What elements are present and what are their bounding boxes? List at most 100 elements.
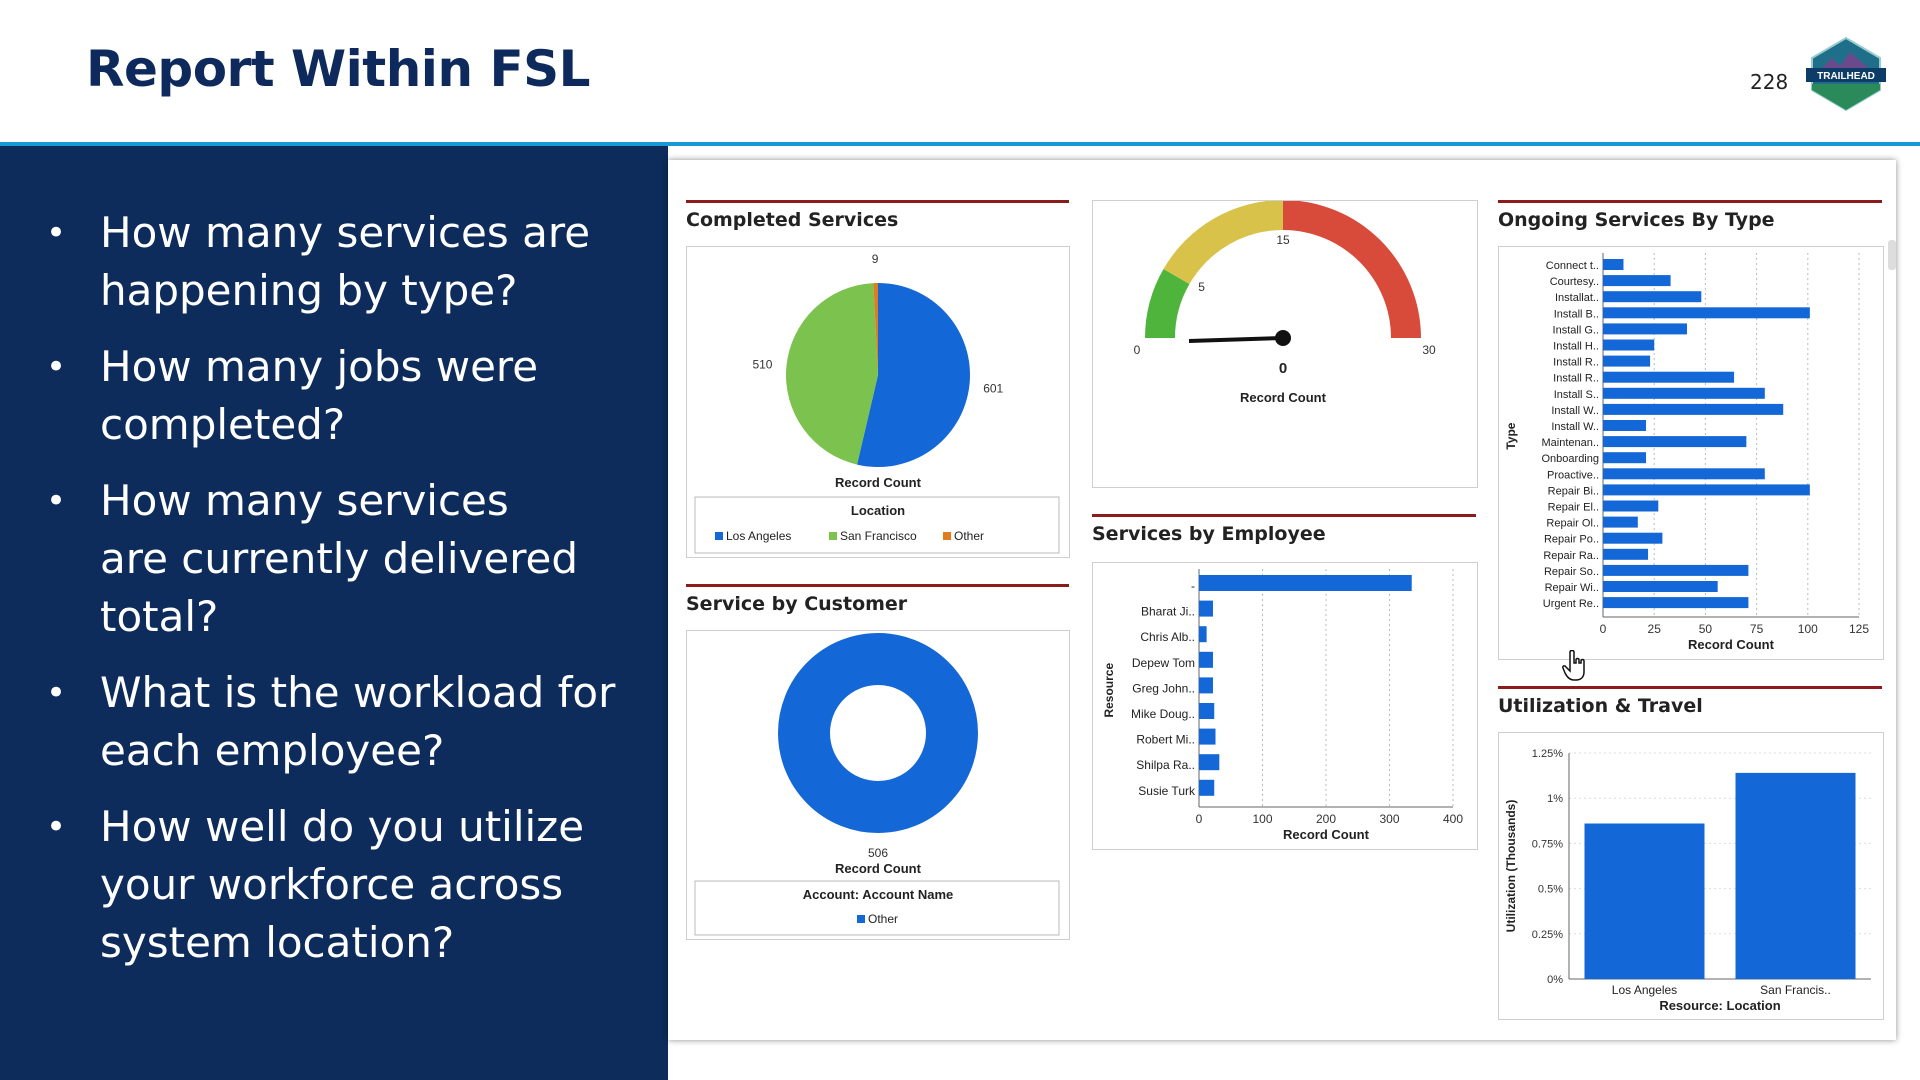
- y-tick-label: Repair Po..: [1544, 534, 1599, 546]
- completed-services-header: Completed Services: [686, 200, 1069, 231]
- bar: [1603, 564, 1749, 576]
- bar: [1603, 275, 1671, 287]
- question-item: • How many services are happening by type?: [40, 204, 650, 320]
- bar: [1584, 823, 1705, 979]
- donut-data-label: 506: [868, 846, 888, 860]
- y-tick-label: Courtesy..: [1550, 276, 1599, 288]
- x-tick-label: 50: [1699, 622, 1713, 636]
- x-tick-label: 75: [1750, 622, 1764, 636]
- title-divider: [0, 142, 1920, 146]
- employee-bar-chart: 0 100 200 300 400 - Bharat Ji.. Chris Alb.. Depe…: [1102, 569, 1463, 842]
- gauge-svg: 0 5 15 30 0 Record Count: [1134, 200, 1436, 405]
- x-tick-label: 125: [1849, 622, 1869, 636]
- y-tick-label: Susie Turk: [1138, 784, 1196, 798]
- y-tick-label: Install W..: [1551, 405, 1599, 417]
- bar: [1603, 484, 1810, 496]
- bullet-dot: •: [46, 347, 67, 387]
- pie-slice: [786, 283, 878, 465]
- pie-data-label: 510: [752, 358, 772, 372]
- donut-ring: [778, 633, 978, 833]
- x-axis-label: Resource: Location: [1659, 998, 1780, 1013]
- y-tick-label: Installat..: [1555, 292, 1599, 304]
- y-tick-label: Install W..: [1551, 421, 1599, 433]
- bar: [1603, 291, 1702, 303]
- y-tick-label: Repair Ol..: [1546, 518, 1599, 530]
- gauge-chart[interactable]: 0 5 15 30 0 Record Count: [1092, 200, 1478, 488]
- bar: [1603, 581, 1718, 592]
- x-tick-label: 25: [1648, 622, 1662, 636]
- x-tick-label: Los Angeles: [1612, 983, 1677, 997]
- bar: [1603, 307, 1810, 319]
- logo-text: TRAILHEAD: [1817, 71, 1875, 82]
- y-tick-label: Install G..: [1553, 324, 1599, 336]
- bar: [1603, 371, 1735, 383]
- services-by-employee-chart[interactable]: 0 100 200 300 400 - Bharat Ji.. Chris Alb.. Depe…: [1092, 562, 1478, 850]
- gauge-band: [1283, 200, 1421, 338]
- pie-legend-box: [694, 496, 1060, 554]
- service-by-customer-header: Service by Customer: [686, 584, 1069, 615]
- y-tick-label: Install R..: [1553, 373, 1599, 385]
- gauge-hub: [1275, 330, 1291, 346]
- ongoing-bar-chart: 0 25 50 75 100 125 Connect t.. Courtesy.. Instal…: [1504, 253, 1869, 652]
- bullet-dot: •: [46, 807, 67, 847]
- question-line: How many services: [100, 476, 509, 525]
- bar: [1603, 387, 1765, 399]
- y-tick-label: Repair So..: [1544, 566, 1599, 578]
- bar: [1199, 703, 1215, 719]
- y-tick-label: Mike Doug..: [1131, 707, 1195, 721]
- y-axis-label: Utilization (Thousands): [1504, 800, 1518, 933]
- completed-services-chart[interactable]: 601 510 9 Record Count Location Los Angeles Sa…: [686, 246, 1070, 558]
- y-tick-label: Connect t..: [1546, 260, 1599, 272]
- question-line: How many jobs were: [100, 342, 539, 391]
- y-tick-label: Greg John..: [1132, 681, 1195, 695]
- gauge-tick-label: 15: [1276, 233, 1290, 247]
- y-tick-label: Repair Ra..: [1543, 550, 1599, 562]
- bar: [1603, 516, 1638, 528]
- question-list: • How many services are happening by type?…: [40, 204, 650, 990]
- gauge-band: [1145, 269, 1190, 338]
- y-axis-label: Type: [1504, 422, 1518, 449]
- y-tick-label: Repair Wi..: [1545, 582, 1599, 594]
- scrollbar-thumb[interactable]: [1888, 240, 1896, 270]
- pie-data-label: 601: [983, 381, 1003, 395]
- x-axis-label: Record Count: [1688, 637, 1775, 652]
- bar: [1199, 779, 1215, 796]
- y-tick-label: Chris Alb..: [1140, 630, 1195, 644]
- bar: [1603, 532, 1663, 544]
- y-tick-label: 0.75%: [1532, 838, 1563, 850]
- pie-legend-item: Los Angeles: [726, 529, 791, 543]
- ongoing-services-chart[interactable]: 0 25 50 75 100 125 Connect t.. Courtesy.. Instal…: [1498, 246, 1884, 660]
- pie-slice: [857, 283, 971, 467]
- x-tick-label: 0: [1196, 812, 1203, 826]
- gauge-tick-label: 30: [1422, 343, 1436, 357]
- bar: [1199, 626, 1207, 643]
- service-by-customer-chart[interactable]: 506 Record Count Account: Account Name Othe…: [686, 630, 1070, 940]
- y-tick-label: Install B..: [1554, 308, 1599, 320]
- y-tick-label: Repair Bi..: [1548, 485, 1599, 497]
- question-line: each employee?: [100, 726, 445, 775]
- bar: [1603, 468, 1765, 480]
- question-line: completed?: [100, 400, 346, 449]
- bullet-dot: •: [46, 673, 67, 713]
- question-line: How well do you utilize: [100, 802, 585, 851]
- utilization-travel-header: Utilization & Travel: [1498, 686, 1882, 717]
- bar: [1603, 420, 1647, 431]
- bar: [1603, 355, 1651, 367]
- x-tick-label: 100: [1252, 812, 1272, 826]
- services-by-employee-header: Services by Employee: [1092, 514, 1476, 545]
- page-number: 228: [1750, 70, 1789, 94]
- pie-legend-swatch: [715, 532, 723, 540]
- x-tick-label: 100: [1798, 622, 1818, 636]
- question-line: are currently delivered: [100, 534, 579, 583]
- bar: [1199, 600, 1213, 617]
- bar: [1603, 548, 1649, 560]
- bar: [1199, 728, 1216, 745]
- gauge-tick-label: 5: [1198, 280, 1205, 294]
- y-tick-label: Urgent Re..: [1543, 598, 1599, 610]
- pie-slice: [873, 283, 878, 375]
- bar: [1199, 651, 1213, 668]
- utilization-chart[interactable]: 0% 0.25% 0.5% 0.75% 1% 1.25% Los Angeles San Fr…: [1498, 732, 1884, 1020]
- pie-legend-item: Other: [954, 529, 984, 543]
- bar: [1603, 259, 1624, 270]
